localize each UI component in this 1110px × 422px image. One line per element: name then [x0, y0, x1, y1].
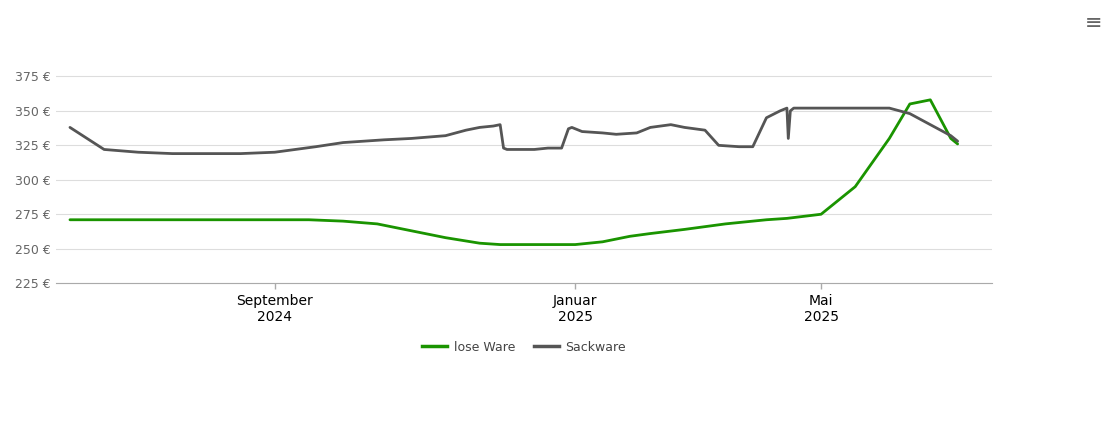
- Text: ≡: ≡: [1084, 13, 1102, 32]
- Legend: lose Ware, Sackware: lose Ware, Sackware: [417, 336, 630, 359]
